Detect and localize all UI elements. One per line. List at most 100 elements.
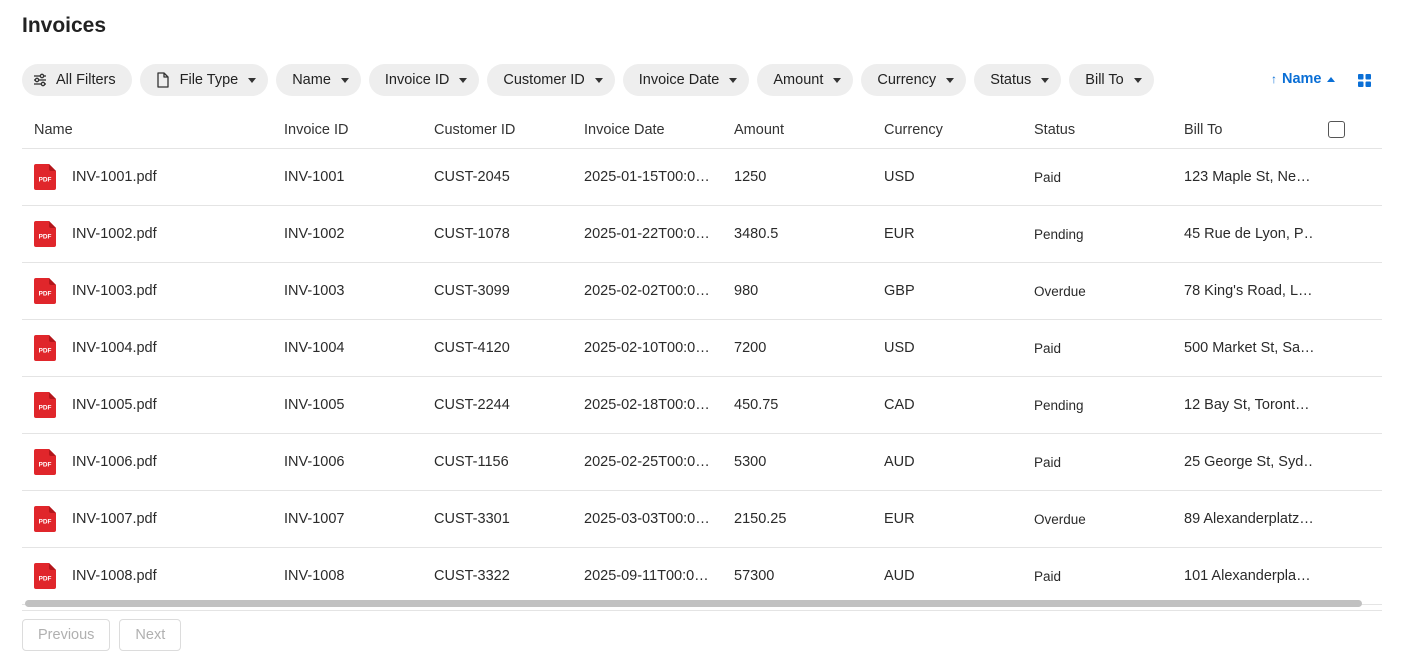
file-name[interactable]: INV-1004.pdf [72,340,157,356]
horizontal-scrollbar[interactable] [22,596,1382,611]
pagination: Previous Next [22,619,182,651]
customer-id-cell: CUST-4120 [434,340,510,356]
currency-cell: USD [884,340,915,356]
filter-bar: All Filters File Type Name Invoice ID Cu… [22,64,1154,97]
invoice-date-cell: 2025-02-10T00:0… [584,340,710,356]
svg-text:PDF: PDF [39,234,52,241]
invoice-id-cell: INV-1002 [284,226,345,242]
amount-cell: 7200 [734,340,767,356]
invoice-date-cell: 2025-02-18T00:0… [584,397,710,413]
scrollbar-thumb[interactable] [25,600,1362,607]
arrow-up-icon: ↑ [1271,72,1277,86]
invoice-date-filter-chip[interactable]: Invoice Date [622,64,750,96]
status-filter-chip[interactable]: Status [974,64,1062,96]
amount-cell: 5300 [734,454,767,470]
amount-cell: 2150.25 [734,511,787,527]
chip-label: Invoice Date [638,72,720,88]
all-filters-chip[interactable]: All Filters [22,64,132,96]
caret-down-icon [248,77,257,83]
column-header-name[interactable]: Name [34,122,73,138]
table-row[interactable]: PDF INV-1005.pdf INV-1005 CUST-2244 2025-02-… [22,377,1382,434]
name-cell: PDF INV-1004.pdf [34,320,274,376]
column-header-status[interactable]: Status [1034,122,1076,138]
file-name[interactable]: INV-1006.pdf [72,454,157,470]
customer-id-cell: CUST-3099 [434,283,510,299]
previous-button[interactable]: Previous [22,619,111,651]
bill-to-cell: 45 Rue de Lyon, P… [1184,226,1314,242]
amount-cell: 3480.5 [734,226,779,242]
invoice-id-filter-chip[interactable]: Invoice ID [368,64,480,96]
amount-cell: 1250 [734,169,767,185]
caret-down-icon [594,77,603,83]
name-filter-chip[interactable]: Name [276,64,361,96]
file-name[interactable]: INV-1002.pdf [72,226,157,242]
pdf-file-icon: PDF [34,221,56,247]
column-header-currency[interactable]: Currency [884,122,943,138]
file-name[interactable]: INV-1007.pdf [72,511,157,527]
customer-id-filter-chip[interactable]: Customer ID [487,64,615,96]
name-cell: PDF INV-1005.pdf [34,377,274,433]
chip-label: Status [990,72,1032,88]
column-header-amount[interactable]: Amount [734,122,784,138]
invoice-date-cell: 2025-02-25T00:0… [584,454,710,470]
status-cell: Pending [1034,397,1084,413]
bill-to-cell: 123 Maple St, Ne… [1184,169,1311,185]
chip-label: Invoice ID [384,72,450,88]
customer-id-cell: CUST-2244 [434,397,510,413]
file-name[interactable]: INV-1003.pdf [72,283,157,299]
invoice-date-cell: 2025-03-03T00:0… [584,511,710,527]
sort-label: Name [1282,71,1322,87]
svg-text:PDF: PDF [39,405,52,412]
name-cell: PDF INV-1003.pdf [34,263,274,319]
amount-cell: 450.75 [734,397,779,413]
table-header-row: Name Invoice ID Customer ID Invoice Date… [22,112,1382,149]
currency-cell: USD [884,169,915,185]
currency-filter-chip[interactable]: Currency [861,64,967,96]
chip-label: Currency [877,72,937,88]
name-cell: PDF INV-1007.pdf [34,491,274,547]
table-row[interactable]: PDF INV-1001.pdf INV-1001 CUST-2045 2025-01-… [22,149,1382,206]
chip-label: Bill To [1085,72,1124,88]
chip-label: File Type [179,72,239,88]
bill-to-cell: 101 Alexanderpla… [1184,568,1311,584]
name-cell: PDF INV-1002.pdf [34,206,274,262]
table-row[interactable]: PDF INV-1002.pdf INV-1002 CUST-1078 2025-01-… [22,206,1382,263]
invoice-table: Name Invoice ID Customer ID Invoice Date… [22,112,1382,605]
customer-id-cell: CUST-2045 [434,169,510,185]
file-type-filter-chip[interactable]: File Type [139,64,269,96]
column-header-bill-to[interactable]: Bill To [1184,122,1223,138]
invoice-date-cell: 2025-09-11T00:0… [584,568,709,584]
invoice-id-cell: INV-1005 [284,397,345,413]
column-header-invoice-date[interactable]: Invoice Date [584,122,665,138]
select-all-checkbox[interactable] [1328,121,1345,138]
file-name[interactable]: INV-1001.pdf [72,169,157,185]
caret-down-icon [1041,77,1050,83]
table-row[interactable]: PDF INV-1003.pdf INV-1003 CUST-3099 2025-02-… [22,263,1382,320]
column-header-customer-id[interactable]: Customer ID [434,122,516,138]
amount-cell: 57300 [734,568,775,584]
grid-view-icon[interactable] [1358,74,1371,87]
file-name[interactable]: INV-1005.pdf [72,397,157,413]
caret-down-icon [1133,77,1142,83]
invoice-id-cell: INV-1003 [284,283,345,299]
next-button[interactable]: Next [119,619,182,651]
column-header-invoice-id[interactable]: Invoice ID [284,122,349,138]
customer-id-cell: CUST-3322 [434,568,510,584]
table-row[interactable]: PDF INV-1007.pdf INV-1007 CUST-3301 2025-03-… [22,491,1382,548]
amount-filter-chip[interactable]: Amount [757,64,854,96]
currency-cell: EUR [884,226,915,242]
customer-id-cell: CUST-1156 [434,454,509,470]
caret-down-icon [340,77,349,83]
pdf-file-icon: PDF [34,449,56,475]
bill-to-filter-chip[interactable]: Bill To [1069,64,1154,96]
invoice-date-cell: 2025-01-22T00:0… [584,226,710,242]
sort-by-name-control[interactable]: ↑ Name [1271,71,1335,87]
table-row[interactable]: PDF INV-1004.pdf INV-1004 CUST-4120 2025-02-… [22,320,1382,377]
table-row[interactable]: PDF INV-1006.pdf INV-1006 CUST-1156 2025-02-… [22,434,1382,491]
bill-to-cell: 89 Alexanderplatz… [1184,511,1314,527]
currency-cell: CAD [884,397,915,413]
pdf-file-icon: PDF [34,392,56,418]
status-cell: Paid [1034,568,1062,584]
status-cell: Overdue [1034,283,1086,299]
file-name[interactable]: INV-1008.pdf [72,568,157,584]
